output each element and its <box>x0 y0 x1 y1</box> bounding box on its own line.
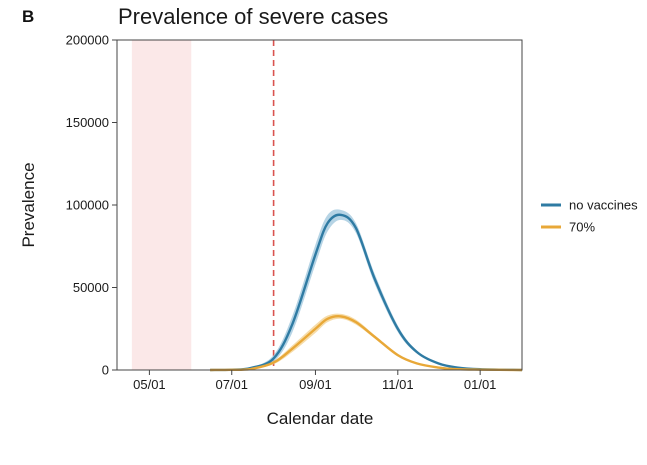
series-band-0 <box>210 209 522 370</box>
x-tick-label: 05/01 <box>133 377 166 392</box>
x-tick-label: 11/01 <box>382 377 414 392</box>
series-band-1 <box>210 313 522 370</box>
x-tick-label: 07/01 <box>215 377 248 392</box>
y-tick-label: 50000 <box>73 280 109 295</box>
y-tick-label: 200000 <box>66 33 109 48</box>
y-tick-label: 150000 <box>66 115 109 130</box>
x-tick-label: 01/01 <box>464 377 497 392</box>
x-axis-label: Calendar date <box>267 409 374 428</box>
y-tick-label: 0 <box>102 363 109 378</box>
x-tick-label: 09/01 <box>299 377 332 392</box>
series-line-0 <box>210 213 523 372</box>
legend-label: 70% <box>569 220 595 235</box>
panel-label: B <box>22 7 35 26</box>
legend-label: no vaccines <box>569 198 638 213</box>
plot-layer: 0 50000 100000 150000 200000 05/01 07/01 09/01 1… <box>66 33 639 393</box>
y-axis-label: Prevalence <box>19 162 38 247</box>
shaded-period <box>131 40 192 370</box>
series-line-1 <box>210 315 523 372</box>
chart-title: Prevalence of severe cases <box>118 4 389 29</box>
y-tick-label: 100000 <box>66 198 109 213</box>
